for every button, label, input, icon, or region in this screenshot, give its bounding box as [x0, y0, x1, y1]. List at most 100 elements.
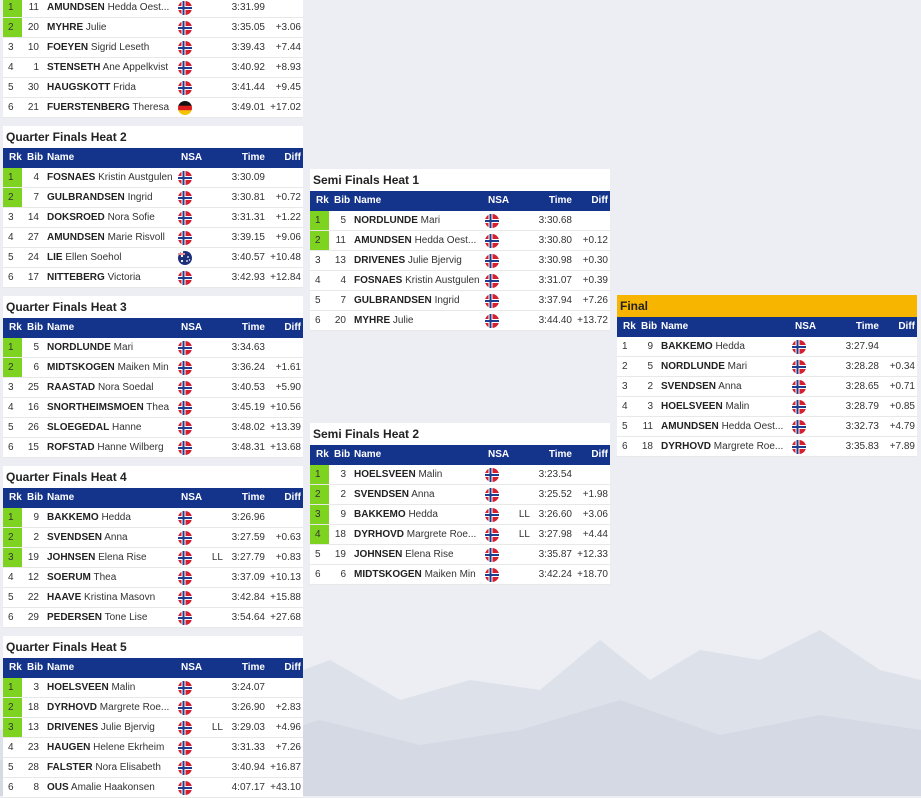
time: 3:39.43	[231, 42, 265, 53]
bib: 7	[33, 192, 39, 203]
rank: 4	[8, 232, 14, 243]
time: 3:40.94	[231, 762, 265, 773]
last-name: HOELSVEEN	[47, 682, 109, 693]
time-diff: +18.70	[577, 569, 608, 580]
first-name: Malin	[418, 469, 443, 480]
last-name: FOEYEN	[47, 42, 89, 53]
bib: 13	[27, 722, 39, 733]
rank: 6	[622, 441, 628, 452]
column-header: Time	[241, 662, 265, 673]
nation-flag	[485, 468, 499, 482]
nation-flag	[178, 721, 192, 735]
last-name: GULBRANDSEN	[354, 295, 432, 306]
column-header: Diff	[284, 322, 301, 333]
last-name: DYRHOVD	[354, 529, 405, 540]
column-header: Diff	[284, 152, 301, 163]
bib: 3	[33, 682, 39, 693]
athlete-name: HAAVE Kristina Masovn	[47, 588, 155, 608]
rank: 1	[8, 2, 14, 13]
last-name: HOELSVEEN	[661, 401, 723, 412]
nation-flag	[792, 340, 806, 354]
result-row: 2 5 NORDLUNDE Mari 3:28.28 +0.34	[617, 357, 917, 377]
nation-flag	[178, 61, 192, 75]
nation-flag	[792, 420, 806, 434]
column-header: Time	[241, 152, 265, 163]
time: 3:27.79	[231, 552, 265, 563]
result-row: 6 20 MYHRE Julie 3:44.40 +13.72	[310, 311, 610, 331]
last-name: DRIVENES	[354, 255, 406, 266]
time: 3:28.28	[845, 361, 879, 372]
last-name: SOERUM	[47, 572, 91, 583]
time: 3:23.54	[538, 469, 572, 480]
column-header: NSA	[795, 321, 817, 332]
last-name: ROFSTAD	[47, 442, 95, 453]
rank: 1	[622, 341, 628, 352]
time-diff: +13.39	[270, 422, 301, 433]
time-diff: +13.72	[577, 315, 608, 326]
last-name: HAAVE	[47, 592, 82, 603]
time: 3:25.52	[538, 489, 572, 500]
last-name: DRIVENES	[47, 722, 99, 733]
bib: 5	[647, 361, 653, 372]
result-row: 3 13 DRIVENES Julie Bjervig LL 3:29.03 +4.96	[3, 718, 303, 738]
nation-flag	[178, 361, 192, 375]
nation-flag	[178, 611, 192, 625]
time-diff: +0.83	[275, 552, 301, 563]
athlete-name: MYHRE Julie	[354, 311, 413, 331]
time-diff: +4.79	[889, 421, 915, 432]
rank: 6	[315, 569, 321, 580]
first-name: Hedda	[715, 341, 745, 352]
result-row: 1 9 BAKKEMO Hedda 3:27.94	[617, 337, 917, 357]
rank: 3	[8, 212, 14, 223]
nation-flag	[178, 761, 192, 775]
bib: 15	[27, 442, 39, 453]
qualified-marker	[310, 505, 329, 524]
first-name: Nora Soedal	[97, 382, 154, 393]
first-name: Hanne Wilberg	[97, 442, 164, 453]
column-header: Rk	[623, 321, 636, 332]
first-name: Hedda Oest...	[414, 235, 477, 246]
time-diff: +43.10	[270, 782, 301, 793]
time: 3:27.98	[538, 529, 572, 540]
rank: 4	[315, 529, 321, 540]
athlete-name: FOSNAES Kristin Austgulen	[354, 271, 480, 291]
column-header: Diff	[591, 195, 608, 206]
result-row: 4 4 FOSNAES Kristin Austgulen 3:31.07 +0.39	[310, 271, 610, 291]
time-diff: +0.72	[275, 192, 301, 203]
athlete-name: SVENDSEN Anna	[47, 528, 128, 548]
athlete-name: DOKSROED Nora Sofie	[47, 208, 155, 228]
bib: 1	[33, 62, 39, 73]
time-diff: +0.12	[582, 235, 608, 246]
nation-flag	[178, 211, 192, 225]
rank: 2	[8, 532, 14, 543]
nation-flag	[178, 101, 192, 115]
column-header: Bib	[334, 449, 351, 460]
first-name: Mari	[727, 361, 748, 372]
bib: 2	[33, 532, 39, 543]
first-name: Helene Ekrheim	[93, 742, 165, 753]
result-row: 2 11 AMUNDSEN Hedda Oest... 3:30.80 +0.12	[310, 231, 610, 251]
column-header: Name	[47, 322, 75, 333]
bib: 20	[27, 22, 39, 33]
rank: 2	[622, 361, 628, 372]
last-name: SLOEGEDAL	[47, 422, 110, 433]
time-diff: +3.06	[275, 22, 301, 33]
bib: 11	[335, 235, 346, 246]
time: 3:42.93	[231, 272, 265, 283]
athlete-name: DYRHOVD Margrete Roe...	[47, 698, 169, 718]
bib: 3	[340, 469, 346, 480]
bib: 6	[33, 362, 39, 373]
first-name: Julie Bjervig	[100, 722, 155, 733]
rank: 6	[8, 612, 14, 623]
rank: 6	[8, 102, 14, 113]
nation-flag	[792, 440, 806, 454]
column-header: Name	[47, 492, 75, 503]
time: 3:35.87	[538, 549, 572, 560]
bib: 16	[27, 402, 39, 413]
result-row: 3 9 BAKKEMO Hedda LL 3:26.60 +3.06	[310, 505, 610, 525]
first-name: Maiken Min	[424, 569, 476, 580]
nation-flag	[178, 81, 192, 95]
heat-title: Quarter Finals Heat 5	[3, 636, 303, 658]
bib: 10	[27, 42, 39, 53]
time-diff: +0.30	[582, 255, 608, 266]
